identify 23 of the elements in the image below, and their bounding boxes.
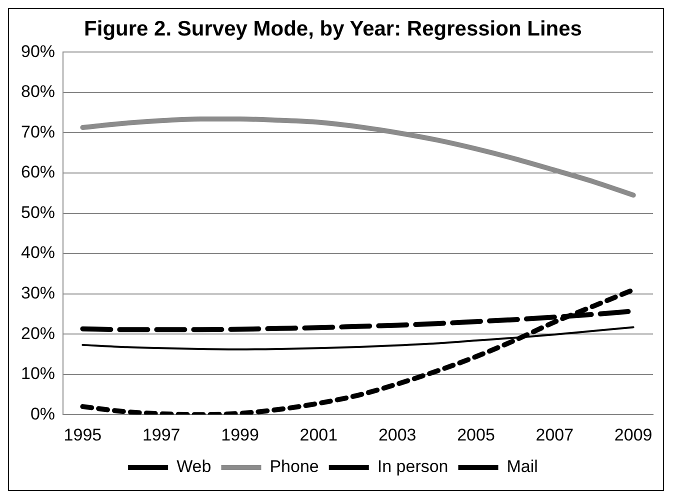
y-tick-label: 30% <box>20 283 56 302</box>
y-tick-label: 80% <box>20 82 56 102</box>
x-tick-label: 2009 <box>614 425 652 444</box>
x-tick-label: 2003 <box>378 425 416 444</box>
y-tick-label: 60% <box>20 162 56 182</box>
legend-label: In person <box>377 457 448 476</box>
legend-label: Mail <box>506 457 538 476</box>
y-tick-label: 50% <box>20 202 56 222</box>
y-tick-label: 70% <box>20 122 56 142</box>
y-tick-label: 40% <box>20 243 56 262</box>
x-tick-label: 1995 <box>64 425 102 444</box>
x-tick-label: 2007 <box>536 425 574 444</box>
y-tick-label: 0% <box>30 404 56 424</box>
chart-title: Figure 2. Survey Mode, by Year: Regression Lines <box>84 17 582 40</box>
legend-label: Web <box>176 457 212 476</box>
y-tick-label: 20% <box>20 324 56 343</box>
y-tick-label: 10% <box>20 364 56 384</box>
x-tick-label: 2001 <box>300 425 338 444</box>
x-tick-label: 2005 <box>457 425 495 444</box>
y-tick-label: 90% <box>20 42 56 61</box>
x-tick-label: 1999 <box>221 425 259 444</box>
legend-label: Phone <box>270 457 319 476</box>
x-tick-label: 1997 <box>142 425 180 444</box>
